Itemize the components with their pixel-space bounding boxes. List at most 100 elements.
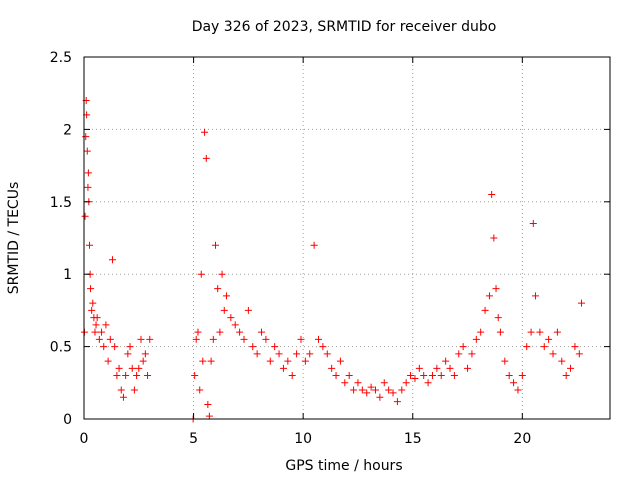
data-point xyxy=(87,285,95,293)
x-tick-label: 0 xyxy=(80,431,89,447)
data-point xyxy=(527,328,535,336)
data-point xyxy=(194,328,202,336)
data-point xyxy=(113,372,121,380)
data-point xyxy=(191,372,199,380)
data-point xyxy=(472,335,480,343)
data-point xyxy=(258,328,266,336)
data-point xyxy=(306,350,314,358)
data-point xyxy=(350,386,358,394)
data-point xyxy=(567,364,575,372)
data-point xyxy=(459,343,467,351)
data-point xyxy=(92,321,100,329)
data-point xyxy=(216,328,224,336)
grid-lines xyxy=(84,57,610,419)
data-point xyxy=(236,328,244,336)
data-point xyxy=(262,335,270,343)
data-point xyxy=(141,350,149,358)
data-point xyxy=(319,343,327,351)
data-point xyxy=(126,343,134,351)
data-point xyxy=(310,241,318,249)
data-point xyxy=(196,386,204,394)
data-point xyxy=(249,343,257,351)
data-point xyxy=(293,350,301,358)
y-axis: 0 0.5 1 1.5 2 2.5 xyxy=(50,50,610,428)
data-point xyxy=(437,372,445,380)
data-point xyxy=(102,321,110,329)
data-point xyxy=(100,343,108,351)
data-point xyxy=(231,321,239,329)
data-point xyxy=(332,372,340,380)
data-point xyxy=(85,241,93,249)
y-tick-label: 1 xyxy=(63,267,72,283)
data-point xyxy=(117,386,125,394)
data-point xyxy=(481,306,489,314)
data-point xyxy=(144,372,152,380)
data-point xyxy=(367,383,375,391)
y-tick-label: 1.5 xyxy=(50,195,72,211)
data-point xyxy=(371,386,379,394)
data-point xyxy=(209,335,217,343)
data-points xyxy=(80,96,586,423)
data-point xyxy=(496,328,504,336)
data-point xyxy=(279,364,287,372)
data-point xyxy=(433,364,441,372)
data-point xyxy=(115,364,123,372)
data-point xyxy=(562,372,570,380)
data-point xyxy=(510,379,518,387)
data-point xyxy=(266,357,274,365)
data-point xyxy=(415,364,423,372)
data-point xyxy=(222,292,230,300)
data-point xyxy=(192,335,200,343)
data-point xyxy=(341,379,349,387)
data-point xyxy=(204,401,212,409)
data-point xyxy=(146,335,154,343)
y-axis-label: SRMTID / TECUs xyxy=(6,182,22,295)
data-point xyxy=(536,328,544,336)
data-point xyxy=(488,191,496,199)
data-point xyxy=(214,285,222,293)
data-point xyxy=(133,372,141,380)
data-point xyxy=(301,357,309,365)
data-point xyxy=(420,372,428,380)
data-point xyxy=(88,306,96,314)
data-point xyxy=(122,372,130,380)
data-point xyxy=(514,386,522,394)
data-point xyxy=(89,299,97,307)
data-point xyxy=(202,154,210,162)
x-tick-label: 15 xyxy=(404,431,422,447)
data-point xyxy=(428,372,436,380)
data-point xyxy=(490,234,498,242)
data-point xyxy=(553,328,561,336)
data-point xyxy=(354,379,362,387)
data-point xyxy=(111,343,119,351)
data-point xyxy=(393,398,401,406)
data-point xyxy=(407,372,415,380)
x-tick-label: 10 xyxy=(294,431,312,447)
data-point xyxy=(139,357,147,365)
data-point xyxy=(468,350,476,358)
data-point xyxy=(98,328,106,336)
data-point xyxy=(205,412,213,420)
chart-title: Day 326 of 2023, SRMTID for receiver dub… xyxy=(192,19,497,35)
y-tick-label: 2.5 xyxy=(50,50,72,66)
data-point xyxy=(492,285,500,293)
data-point xyxy=(411,374,419,382)
data-point xyxy=(450,372,458,380)
data-point xyxy=(201,128,209,136)
data-point xyxy=(95,335,103,343)
data-point xyxy=(529,220,537,228)
data-point xyxy=(227,314,235,322)
x-axis-label: GPS time / hours xyxy=(285,458,402,474)
data-point xyxy=(284,357,292,365)
data-point xyxy=(244,306,252,314)
plot-frame xyxy=(83,56,611,420)
data-point xyxy=(477,328,485,336)
data-point xyxy=(207,357,215,365)
data-point xyxy=(549,350,557,358)
data-point xyxy=(442,357,450,365)
data-point xyxy=(571,343,579,351)
data-point xyxy=(130,386,138,394)
data-point xyxy=(240,335,248,343)
data-point xyxy=(501,357,509,365)
data-point xyxy=(531,292,539,300)
